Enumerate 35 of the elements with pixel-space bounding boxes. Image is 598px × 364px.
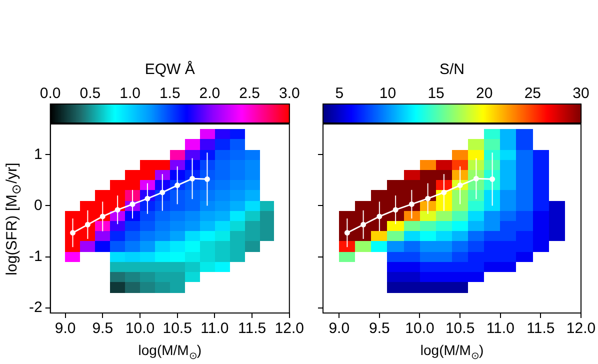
y-tick-label: -2: [28, 299, 42, 316]
x-tick-label: 9.0: [328, 320, 350, 338]
x-tick-label: 12.0: [274, 320, 304, 338]
x-tick-label: 11.0: [486, 320, 514, 338]
color-bar-label: 2.0: [199, 85, 220, 102]
color-bar-label: 5: [335, 85, 344, 102]
x-tick-label: 10.5: [162, 320, 192, 338]
y-tick-label: 0: [34, 196, 42, 214]
color-bar-label: 0.0: [40, 85, 61, 102]
color-bar-label: 20: [476, 85, 493, 102]
color-bar-label: 30: [572, 85, 590, 102]
y-tick-label: -1: [28, 248, 42, 265]
chart-title: EQW Å: [144, 60, 195, 78]
x-tick-label: 10.0: [125, 320, 155, 338]
x-tick-label: 9.0: [54, 320, 76, 338]
x-tick-label: 9.5: [369, 320, 390, 338]
y-tick-label: 1: [34, 146, 42, 163]
color-bar-label: 10: [379, 85, 396, 102]
x-tick-label: 12.0: [566, 320, 596, 338]
x-tick-label: 10.0: [405, 320, 434, 338]
color-bar-label: 1.5: [159, 85, 180, 102]
x-tick-label: 11.0: [200, 320, 229, 338]
x-tick-label: 11.5: [238, 320, 266, 338]
color-bar-label: 15: [428, 85, 444, 102]
x-tick-label: 11.5: [526, 320, 555, 338]
x-tick-label: 9.5: [92, 320, 114, 338]
x-axis-title: log(M/M⊙): [138, 342, 202, 362]
color-bar-label: 3.0: [278, 85, 300, 102]
chart-title: S/N: [440, 61, 465, 78]
color-bar-label: 1.0: [120, 85, 140, 102]
color-bar-label: 25: [524, 85, 542, 102]
x-axis-title: log(M/M⊙): [420, 342, 484, 362]
x-tick-label: 10.5: [445, 320, 475, 338]
color-bar-label: 0.5: [80, 85, 101, 102]
color-bar-label: 2.5: [239, 85, 260, 102]
